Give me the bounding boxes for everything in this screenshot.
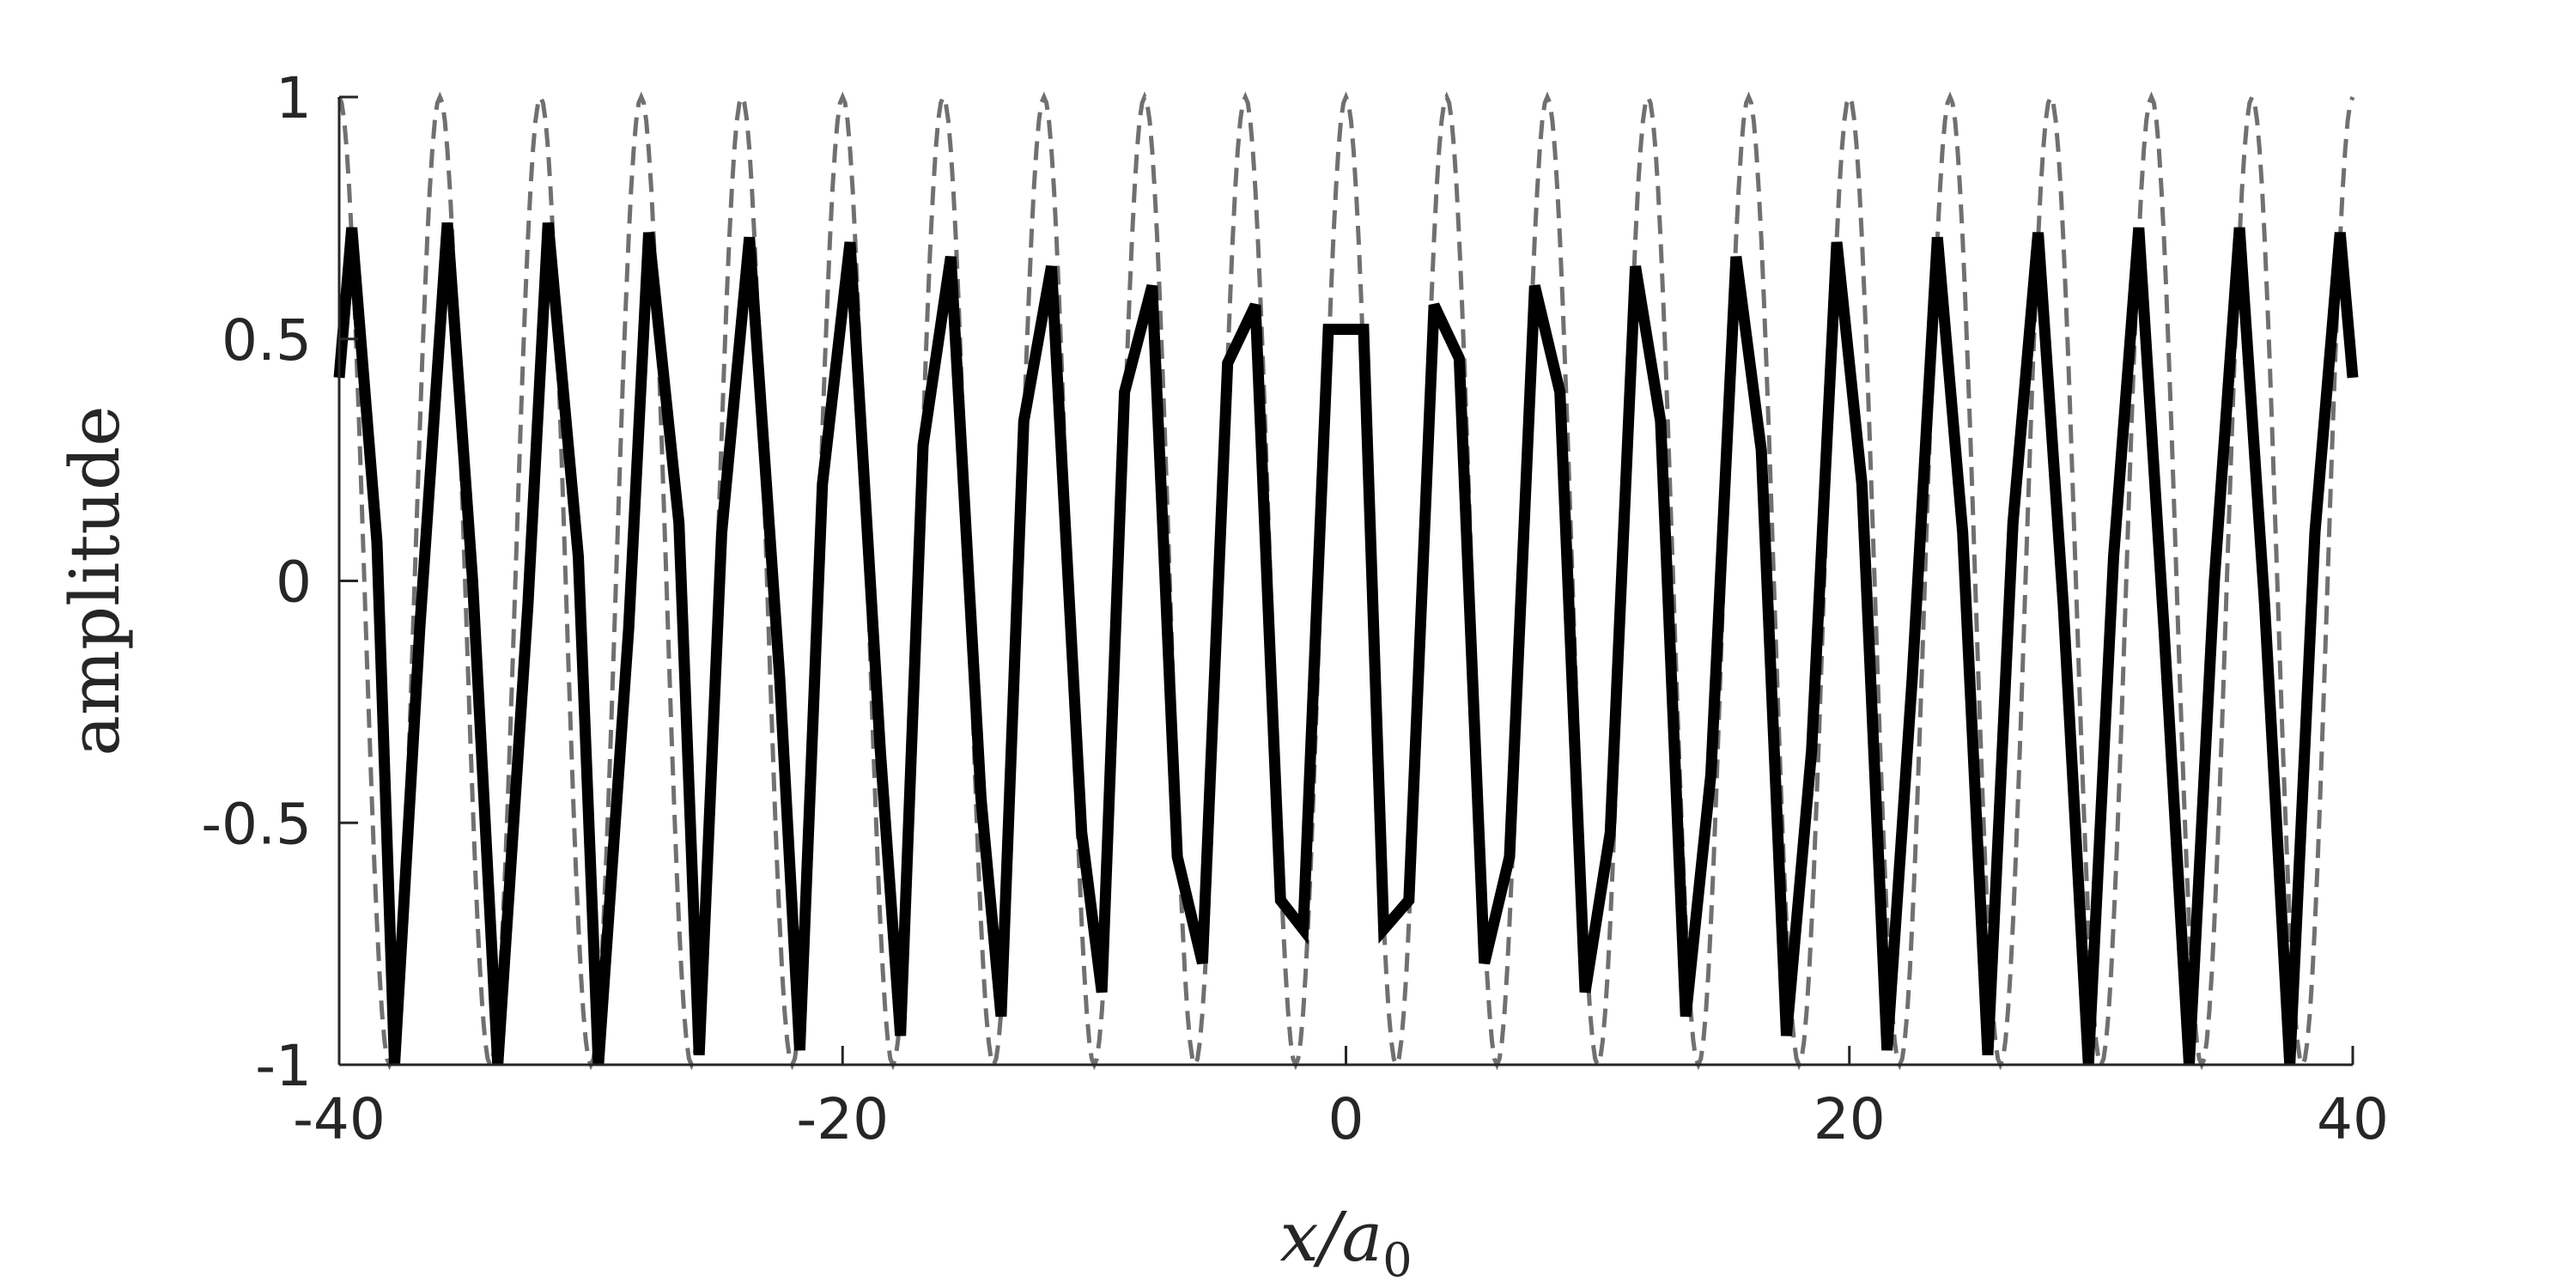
y-tick-label: -0.5 xyxy=(201,791,312,857)
solid-series-line xyxy=(333,222,2359,1066)
x-axis-title-subscript: 0 xyxy=(1382,1233,1412,1287)
x-tick-label: 20 xyxy=(1814,1086,1886,1152)
y-tick-label: 0.5 xyxy=(222,307,312,374)
x-axis-ticks: -40 -20 0 20 40 xyxy=(293,1046,2389,1152)
y-tick-label: -1 xyxy=(255,1033,312,1099)
y-axis-title: amplitude xyxy=(55,405,135,756)
dashed-series-line xyxy=(337,91,2355,1071)
plot-area xyxy=(333,91,2359,1071)
y-axis-ticks: -1 -0.5 0 0.5 1 xyxy=(201,65,358,1099)
x-axis-title-main: x/a xyxy=(1279,1197,1382,1277)
x-tick-label: -40 xyxy=(293,1086,386,1152)
y-tick-label: 1 xyxy=(276,65,312,131)
x-tick-label: 0 xyxy=(1328,1086,1364,1152)
x-axis-title: x/a0 xyxy=(1279,1197,1412,1287)
y-tick-label: 0 xyxy=(276,550,312,616)
x-tick-label: -20 xyxy=(796,1086,889,1152)
x-tick-label: 40 xyxy=(2317,1086,2389,1152)
